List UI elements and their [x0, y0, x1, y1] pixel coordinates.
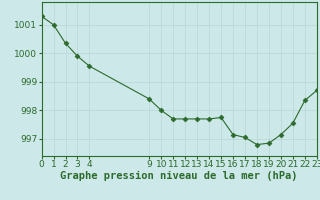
X-axis label: Graphe pression niveau de la mer (hPa): Graphe pression niveau de la mer (hPa) [60, 171, 298, 181]
